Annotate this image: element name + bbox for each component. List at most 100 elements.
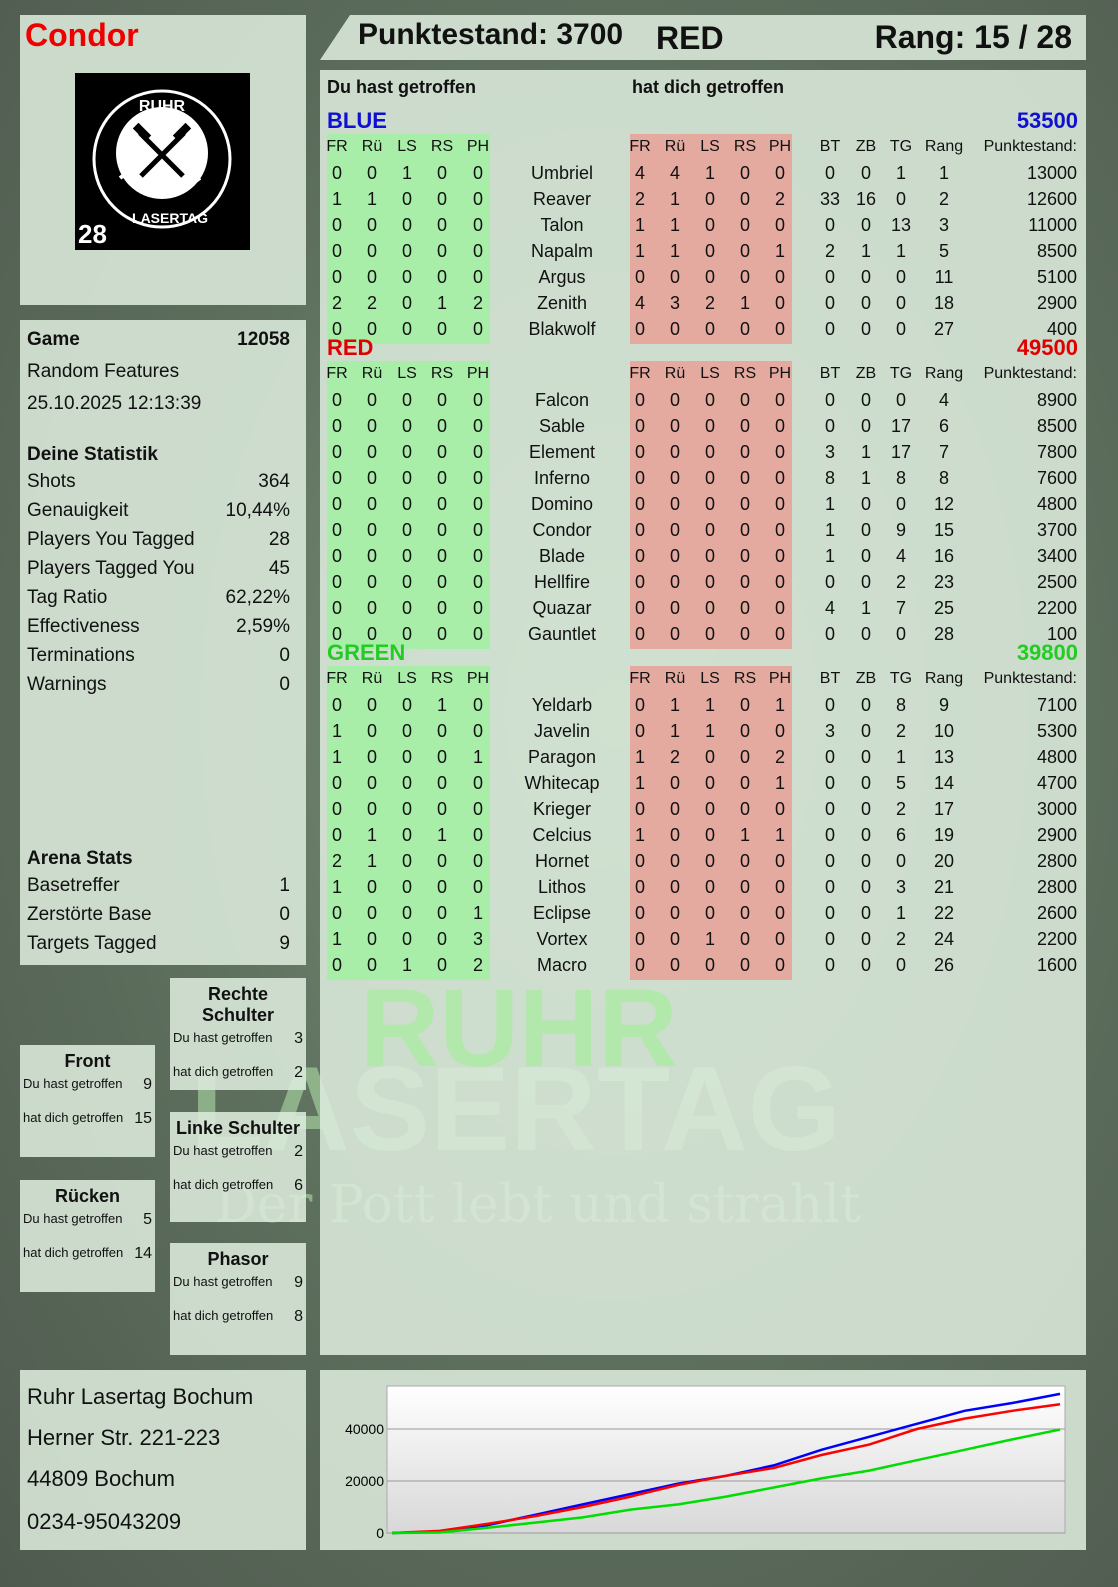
hit-you-value: 0	[739, 319, 751, 339]
you-hit-value: 0	[401, 695, 413, 715]
game-mode: Random Features	[27, 361, 180, 382]
arena-title: Arena Stats	[27, 848, 133, 869]
player-name: Element	[528, 442, 596, 462]
you-hit-value: 1	[366, 851, 378, 871]
zone-them-value: 15	[134, 1110, 152, 1127]
zone-you-label: Du hast getroffen	[23, 1211, 123, 1226]
hit-you-value: 0	[704, 825, 716, 845]
zone-you-value: 9	[143, 1076, 152, 1093]
hit-you-value: 0	[704, 747, 716, 767]
player-score: 8500	[1036, 241, 1077, 261]
hit-you-value: 0	[669, 416, 681, 436]
hit-you-value: 3	[669, 293, 681, 313]
stat-row: Players Tagged You 45	[27, 558, 290, 580]
hit-you-value: 0	[774, 546, 786, 566]
hit-you-value: 0	[739, 955, 751, 975]
stat-row: Tag Ratio 62,22%	[27, 587, 290, 609]
hit-you-value: 0	[634, 929, 646, 949]
player-zb: 0	[860, 877, 872, 897]
player-score: 7800	[1036, 442, 1077, 462]
player-name: Paragon	[527, 747, 597, 767]
player-name: Macro	[536, 955, 588, 975]
you-hit-value: 0	[401, 390, 413, 410]
player-score: 4700	[1036, 773, 1077, 793]
you-hit-value: 0	[436, 189, 448, 209]
address-street: Herner Str. 221-223	[27, 1425, 221, 1450]
you-hit-value: 0	[472, 267, 484, 287]
stat-label: Shots	[27, 471, 76, 492]
col-header-them: Rü	[664, 670, 686, 687]
you-hit-value: 1	[331, 721, 343, 741]
you-hit-block	[327, 361, 490, 649]
hit-you-value: 2	[634, 189, 646, 209]
stat-label: Players You Tagged	[27, 529, 195, 550]
col-header-extra: TG	[889, 670, 913, 687]
you-hit-value: 0	[331, 825, 343, 845]
zone-them-label: hat dich getroffen	[23, 1110, 124, 1125]
hit-you-value: 0	[669, 546, 681, 566]
player-score: 2200	[1036, 929, 1077, 949]
player-tg: 0	[895, 390, 907, 410]
player-zb: 0	[860, 955, 872, 975]
player-tg: 1	[895, 747, 907, 767]
col-header-them: PH	[768, 670, 792, 687]
you-hit-value: 0	[472, 773, 484, 793]
you-hit-value: 0	[472, 624, 484, 644]
player-rang: 23	[933, 572, 955, 592]
player-name: Condor	[532, 520, 592, 540]
hit-you-value: 0	[774, 877, 786, 897]
you-hit-value: 0	[366, 624, 378, 644]
you-hit-value: 0	[472, 189, 484, 209]
you-hit-value: 0	[331, 442, 343, 462]
you-hit-value: 0	[436, 572, 448, 592]
player-rang: 6	[938, 416, 950, 436]
hit-you-value: 2	[704, 293, 716, 313]
player-score: 8900	[1036, 390, 1077, 410]
hit-you-value: 0	[634, 442, 646, 462]
player-score: 2200	[1036, 598, 1077, 618]
you-hit-value: 2	[331, 851, 343, 871]
player-tg: 9	[895, 520, 907, 540]
zone-you-value: 2	[294, 1143, 303, 1160]
hit-you-value: 0	[669, 468, 681, 488]
player-zb: 0	[860, 520, 872, 540]
player-name: Talon	[540, 215, 584, 235]
zone-you-label: Du hast getroffen	[23, 1076, 123, 1091]
hit-you-value: 0	[669, 598, 681, 618]
zone-title: Rücken	[54, 1186, 121, 1206]
hit-you-value: 0	[739, 598, 751, 618]
you-hit-value: 0	[436, 267, 448, 287]
hit-you-label: hat dich getroffen	[632, 77, 784, 97]
hit-you-value: 1	[634, 773, 646, 793]
you-hit-value: 0	[472, 163, 484, 183]
col-header-extra: ZB	[855, 365, 877, 382]
player-tg: 2	[895, 572, 907, 592]
player-bt: 0	[824, 851, 836, 871]
you-hit-value: 0	[366, 955, 378, 975]
hit-you-value: 0	[739, 721, 751, 741]
player-bt: 0	[824, 799, 836, 819]
you-hit-value: 3	[472, 929, 484, 949]
player-zb: 0	[860, 293, 872, 313]
hit-you-value: 0	[704, 546, 716, 566]
you-hit-value: 0	[331, 468, 343, 488]
hit-you-value: 0	[704, 189, 716, 209]
you-hit-value: 0	[331, 241, 343, 261]
stat-label: Genauigkeit	[27, 500, 129, 521]
col-header-extra: BT	[819, 138, 841, 155]
game-stats-panel: Game 12058 Random Features 25.10.2025 12…	[20, 320, 306, 965]
you-hit-value: 2	[366, 293, 378, 313]
you-hit-value: 0	[366, 799, 378, 819]
player-score: 5300	[1036, 721, 1077, 741]
team-total: 49500	[1016, 335, 1078, 360]
you-hit-value: 0	[472, 215, 484, 235]
player-name: Sable	[538, 416, 586, 436]
hit-you-value: 0	[634, 721, 646, 741]
hit-you-value: 0	[739, 468, 751, 488]
player-name: Inferno	[533, 468, 591, 488]
hit-you-value: 1	[669, 189, 681, 209]
you-hit-value: 0	[331, 955, 343, 975]
hit-you-value: 0	[669, 851, 681, 871]
zone-title: Linke Schulter	[175, 1118, 301, 1138]
player-bt: 0	[824, 955, 836, 975]
